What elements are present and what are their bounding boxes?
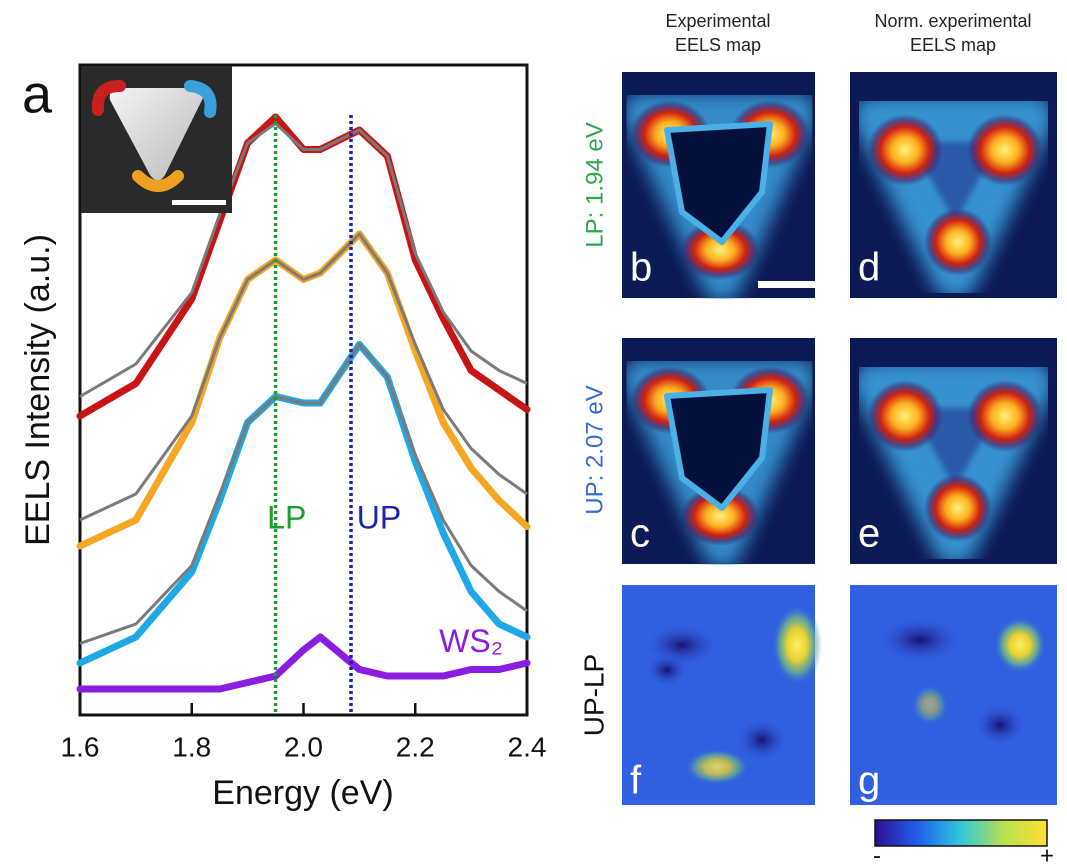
column-header: Experimental EELS map [665, 11, 770, 55]
x-tick-label: 2.0 [284, 731, 323, 762]
annotation: WS₂ [439, 623, 503, 659]
x-tick-label: 2.2 [396, 731, 435, 762]
x-tick-label: 2.4 [508, 731, 547, 762]
colorbar-label: - [873, 842, 881, 867]
fit-line [79, 343, 528, 645]
x-tick-label: 1.6 [61, 731, 100, 762]
inset-image [81, 66, 232, 213]
panel-letter: g [858, 759, 880, 803]
panel-letter: b [630, 246, 652, 290]
fit-line [79, 122, 528, 398]
y-axis-label: EELS Intensity (a.u.) [19, 234, 57, 546]
panel-letter: d [858, 246, 880, 290]
fit-line [79, 232, 528, 522]
annotation: UP [357, 499, 401, 535]
map-labels: Experimental EELS map Norm. experimental EE… [578, 11, 1054, 867]
panel-letter: c [630, 512, 650, 556]
row-label: UP-LP [578, 654, 609, 736]
annotation: LP [267, 499, 306, 535]
panel-letter: f [630, 759, 642, 803]
x-axis-label: Energy (eV) [212, 774, 393, 812]
column-header: Norm. experimental EELS map [874, 11, 1031, 55]
row-label: LP: 1.94 eV [581, 122, 608, 247]
plot-area [76, 113, 531, 715]
row-label: UP: 2.07 eV [581, 385, 608, 514]
x-tick-label: 1.8 [172, 731, 211, 762]
panel-letter: e [858, 512, 880, 556]
colorbar-label: + [1040, 842, 1054, 867]
data-line [76, 633, 531, 693]
map-panels [622, 72, 1057, 805]
panel-label: a [22, 64, 53, 124]
colorbar [874, 819, 1048, 847]
